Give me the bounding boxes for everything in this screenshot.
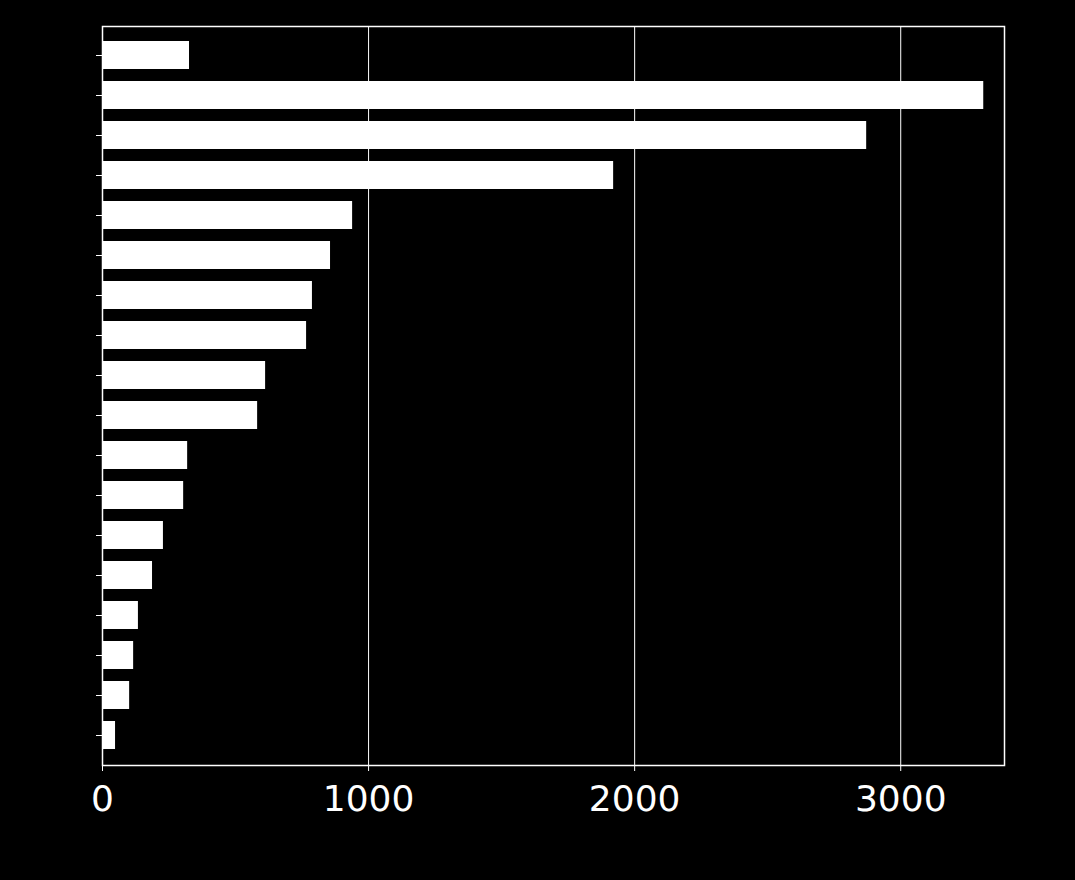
svg-text:2000: 2000 xyxy=(589,778,681,819)
svg-text:0: 0 xyxy=(91,778,114,819)
svg-text:1000: 1000 xyxy=(323,778,415,819)
svg-text:3000: 3000 xyxy=(855,778,947,819)
